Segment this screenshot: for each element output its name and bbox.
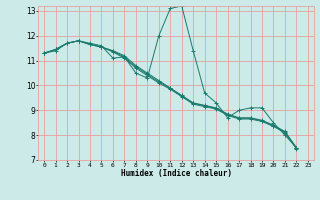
X-axis label: Humidex (Indice chaleur): Humidex (Indice chaleur) xyxy=(121,169,231,178)
